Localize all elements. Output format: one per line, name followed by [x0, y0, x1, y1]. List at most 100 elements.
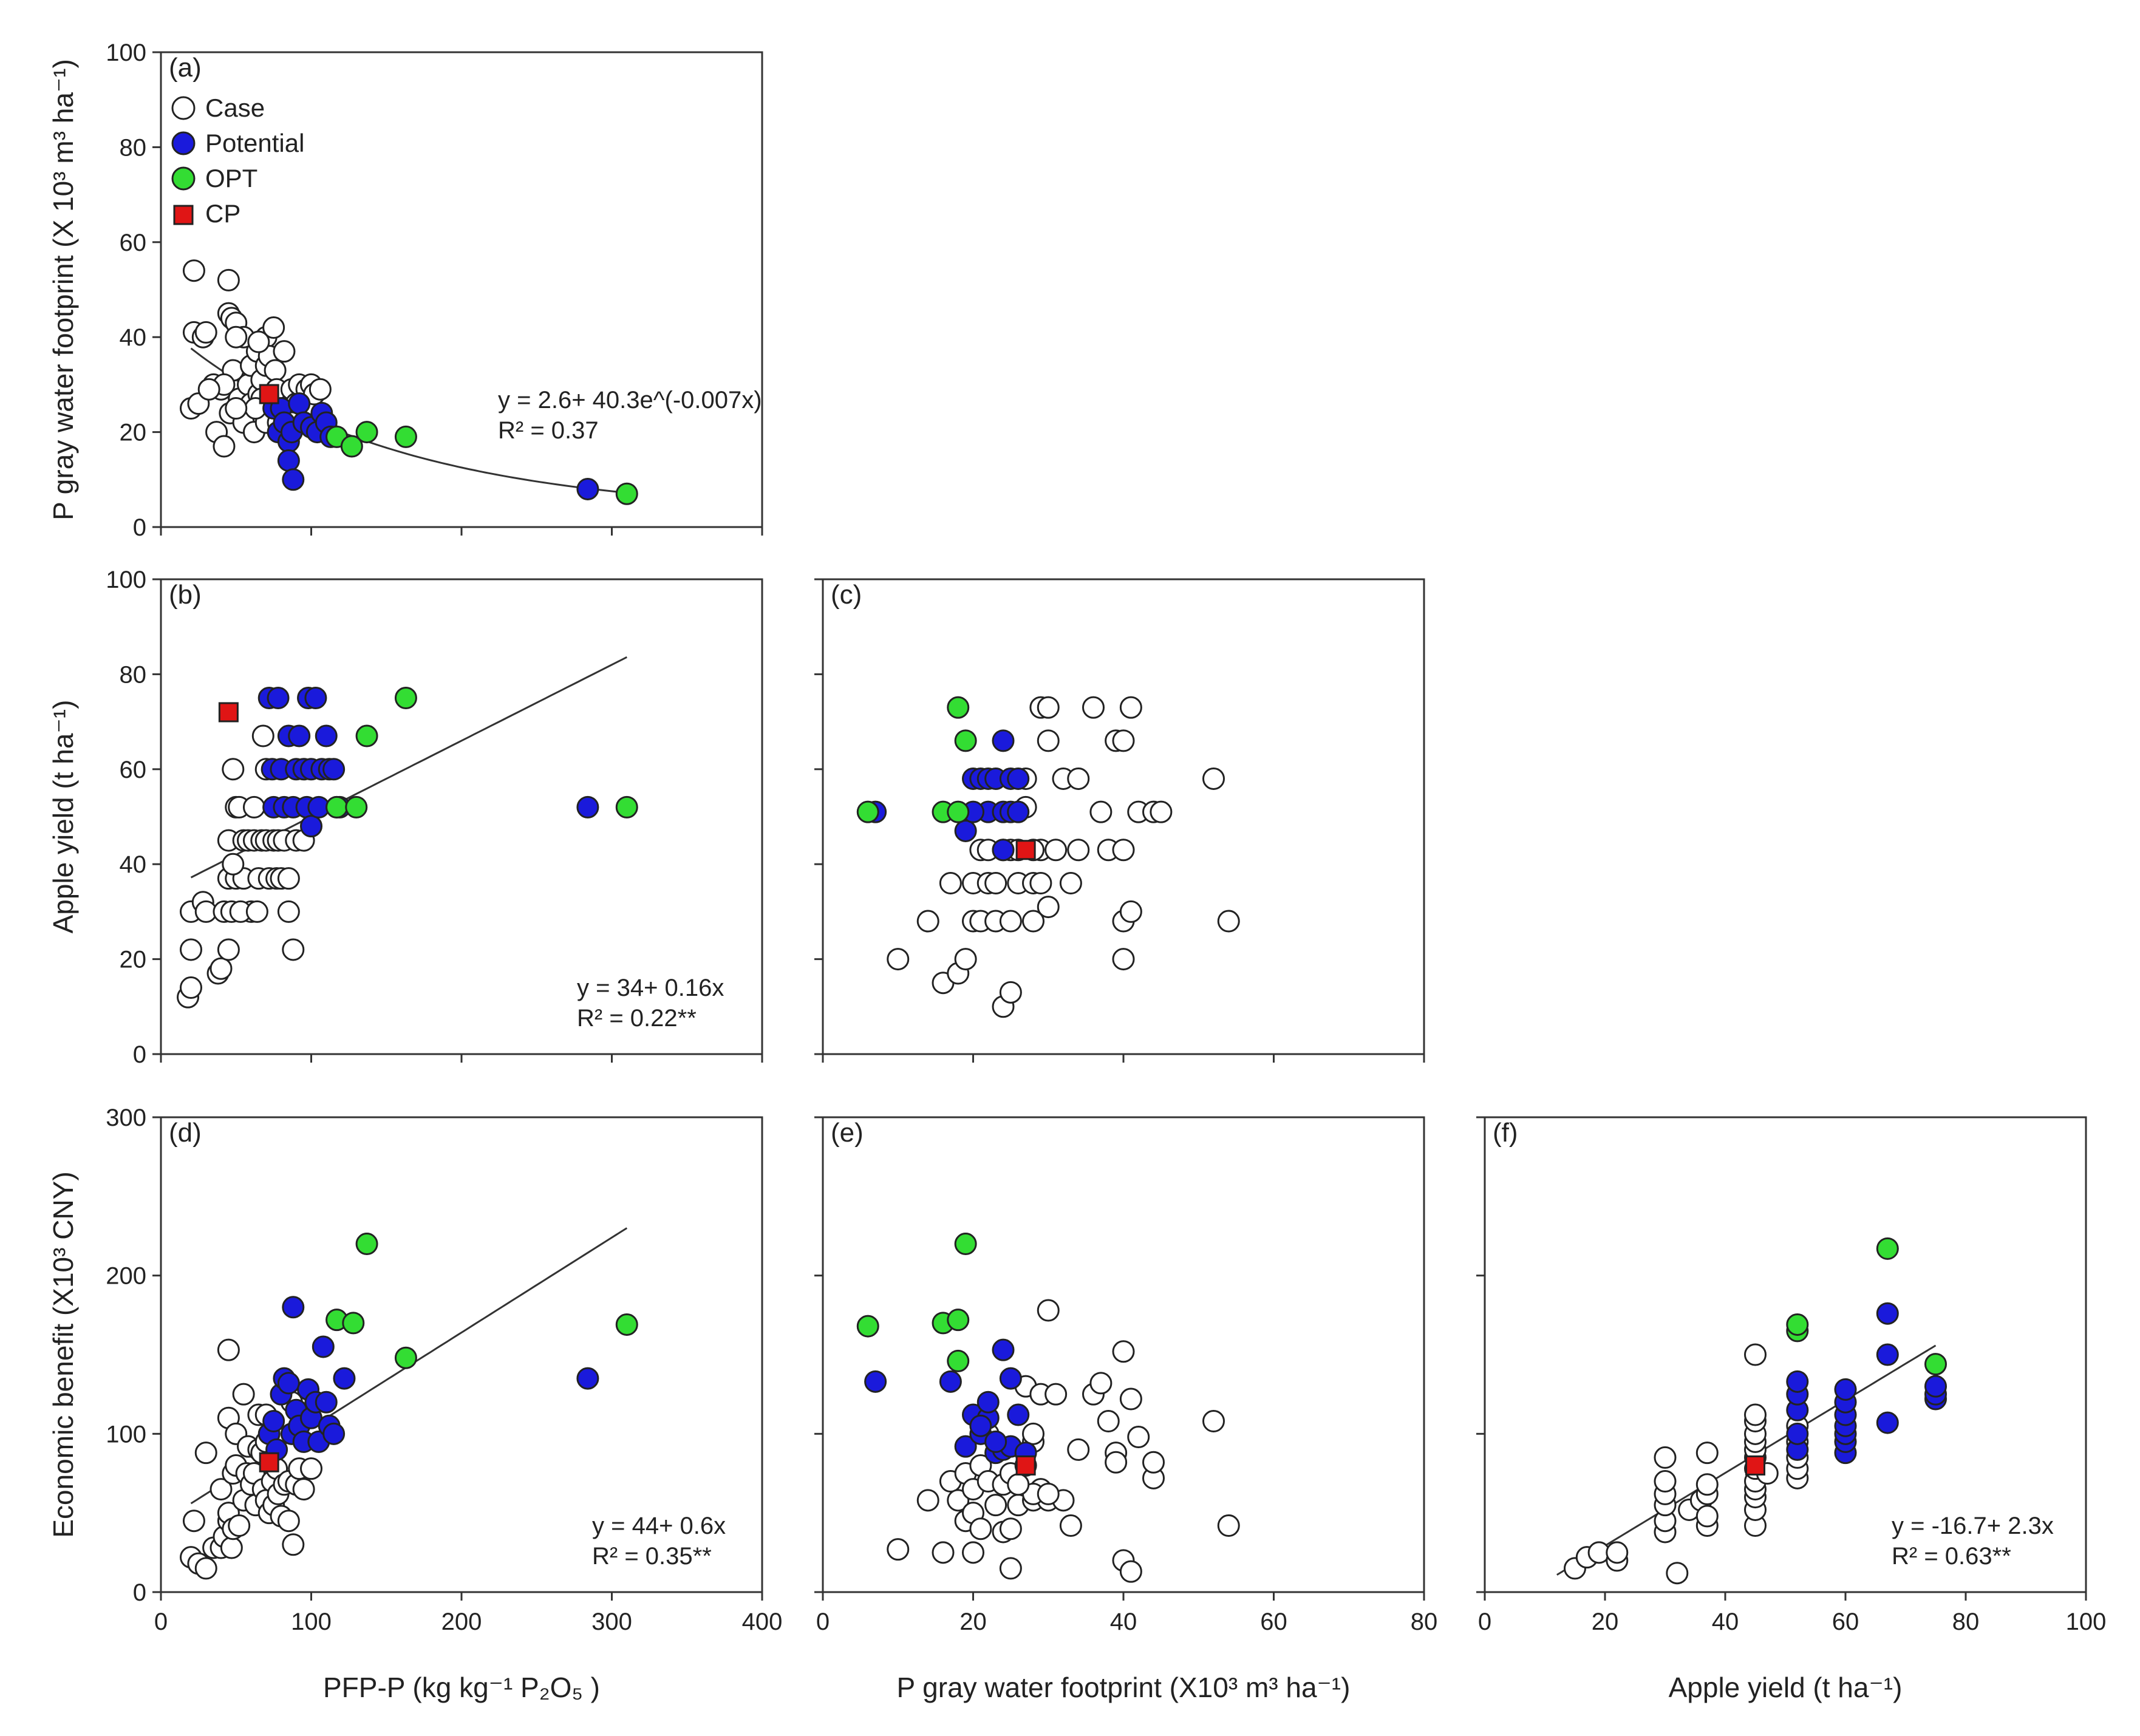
point-potential: [1876, 1343, 1899, 1366]
point-potential: [262, 1409, 285, 1432]
x-tick-label: 0: [1478, 1608, 1491, 1635]
point-opt: [340, 435, 363, 458]
plot-frame: [1484, 1116, 2087, 1593]
point-opt: [325, 795, 349, 819]
point-case: [180, 976, 202, 999]
point-opt: [1924, 1353, 1947, 1376]
point-potential: [954, 1435, 977, 1458]
point-potential: [288, 724, 311, 747]
y-tick-label: 0: [133, 514, 146, 541]
point-opt: [1786, 1313, 1809, 1336]
point-opt: [342, 1312, 365, 1335]
y-axis-title-benefit: Economic benefit (X10³ CNY): [47, 1171, 79, 1537]
panel-b: 0 20 40 60 80 100 (b) y = 34+ 0.16x R² = 0.22…: [106, 567, 763, 1068]
panel-label: (c): [831, 580, 862, 610]
point-cp: [218, 702, 239, 723]
point-opt: [947, 696, 970, 719]
point-case: [1695, 1473, 1719, 1496]
point-case: [182, 259, 205, 282]
point-potential: [300, 815, 322, 838]
fit-equation: y = -16.7+ 2.3x: [1892, 1513, 2054, 1539]
point-opt: [1876, 1237, 1899, 1260]
panel-c: (c): [814, 578, 1425, 1063]
point-case: [1217, 1514, 1240, 1537]
x-tick-label: 300: [591, 1608, 632, 1635]
point-case: [225, 397, 248, 420]
point-cp: [259, 384, 279, 404]
point-cp: [1015, 1455, 1036, 1476]
point-case: [1112, 948, 1135, 971]
point-opt: [345, 795, 368, 819]
y-tick-label: 80: [120, 134, 147, 161]
point-potential: [304, 687, 327, 709]
y-tick-label: 0: [133, 1579, 146, 1606]
point-case: [1082, 696, 1105, 719]
point-case: [194, 1557, 217, 1580]
point-opt: [355, 724, 378, 747]
point-case: [222, 758, 245, 781]
panel-label: (a): [169, 53, 202, 83]
point-case: [262, 316, 285, 339]
point-potential: [992, 1338, 1015, 1361]
point-case: [939, 871, 962, 894]
point-case: [1119, 696, 1142, 719]
x-tick-label: 40: [1110, 1608, 1137, 1635]
point-case: [1037, 729, 1060, 752]
y-axis-title-pgwf: P gray water footprint (X 10³ m³ ha⁻¹): [47, 59, 79, 520]
point-case: [282, 1533, 305, 1556]
x-tick-label: 100: [291, 1608, 332, 1635]
point-case: [210, 1478, 233, 1501]
point-case: [251, 724, 274, 747]
y-tick-label: 100: [106, 39, 146, 66]
fit-equation: y = 34+ 0.16x: [577, 975, 724, 1001]
point-potential: [322, 758, 346, 781]
point-case: [277, 1510, 300, 1533]
y-tick-label: 200: [106, 1263, 146, 1290]
y-tick-label: 20: [120, 420, 147, 446]
point-potential: [282, 468, 305, 491]
point-case: [217, 268, 240, 291]
point-case: [1059, 871, 1082, 894]
legend-cp-marker: [173, 205, 194, 225]
x-tick-label: 20: [1592, 1608, 1619, 1635]
point-potential: [1786, 1370, 1809, 1393]
fit-r-squared: R² = 0.37: [498, 417, 599, 444]
point-case: [1089, 800, 1113, 823]
x-axis-title-pgwf: P gray water footprint (X10³ m³ ha⁻¹): [897, 1672, 1351, 1703]
point-case: [264, 359, 287, 382]
legend-cp-label: CP: [205, 199, 240, 228]
point-case: [292, 1478, 315, 1501]
point-case: [308, 378, 332, 401]
point-case: [1059, 1514, 1082, 1537]
point-opt: [954, 729, 977, 752]
x-tick-label: 200: [441, 1608, 482, 1635]
point-case: [887, 1538, 910, 1561]
fit-equation: y = 44+ 0.6x: [592, 1513, 726, 1539]
fit-r-squared: R² = 0.22**: [577, 1005, 697, 1032]
point-case: [194, 1442, 217, 1465]
legend: Case Potential OPT CP: [171, 94, 304, 228]
point-case: [1150, 800, 1173, 823]
y-tick-label: 100: [106, 567, 146, 593]
point-potential: [282, 1296, 305, 1319]
point-potential: [277, 1372, 300, 1395]
panel-f: 0 20 40 60 80 100 (f) y = -16.7+ 2.3x R² = 0.…: [1476, 1116, 2106, 1635]
point-case: [1112, 1340, 1135, 1363]
point-case: [999, 981, 1022, 1004]
point-opt: [947, 1309, 970, 1332]
point-potential: [277, 449, 300, 472]
point-case: [232, 1383, 255, 1406]
panel-label: (b): [169, 580, 202, 610]
point-case: [984, 1494, 1007, 1517]
x-tick-label: 60: [1832, 1608, 1859, 1635]
point-case: [1037, 896, 1060, 919]
point-case: [277, 900, 300, 923]
point-potential: [1007, 1403, 1030, 1426]
point-case: [1022, 910, 1044, 933]
point-case: [217, 1338, 240, 1361]
point-case: [969, 1517, 992, 1540]
y-axis-title-yield: Apple yield (t ha⁻¹): [47, 700, 79, 934]
legend-potential-label: Potential: [205, 129, 304, 157]
point-case: [1202, 1409, 1225, 1432]
point-case: [1654, 1470, 1677, 1493]
